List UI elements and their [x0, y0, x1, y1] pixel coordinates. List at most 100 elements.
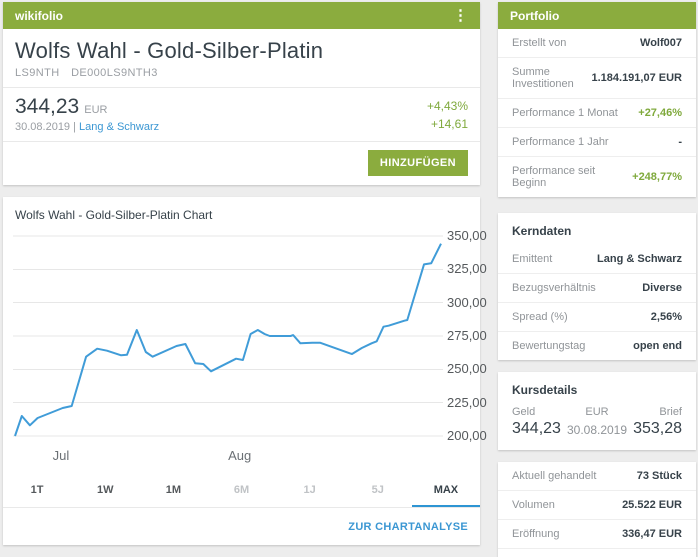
bid-value: 344,23	[512, 420, 561, 437]
range-5j[interactable]: 5J	[371, 484, 384, 496]
divider	[3, 507, 480, 508]
row-value: +27,46%	[638, 107, 682, 119]
table-row: Bezugsverhältnis Diverse	[498, 274, 696, 303]
table-row: Erstellt von Wolf007	[498, 29, 696, 58]
row-label: Performance seit Beginn	[512, 165, 596, 189]
left-column: wikifolio ⋮ Wolfs Wahl - Gold-Silber-Pla…	[3, 2, 487, 557]
divider	[3, 87, 480, 88]
y-axis-tick: 200,00	[447, 428, 487, 443]
price-line: 344,23 EUR	[15, 95, 159, 119]
row-value: Wolf007	[640, 37, 682, 49]
table-row: Bewertungstag open end	[498, 332, 696, 360]
page-title: Wolfs Wahl - Gold-Silber-Platin	[15, 38, 324, 63]
y-axis-tick: 225,00	[447, 394, 487, 410]
portfolio-header: Portfolio	[498, 2, 696, 29]
row-value: 73 Stück	[636, 470, 682, 482]
table-row: Summe Investitionen 1.184.191,07 EUR	[498, 58, 696, 99]
exchange-link[interactable]: Lang & Schwarz	[79, 121, 160, 133]
row-label: Bewertungstag	[512, 340, 586, 352]
price-left: 344,23 EUR 30.08.2019 | Lang & Schwarz	[15, 95, 159, 133]
row-label: Emittent	[512, 253, 553, 265]
table-row: Performance 1 Jahr -	[498, 128, 696, 157]
action-row: HINZUFÜGEN	[3, 142, 480, 185]
chart-card: Wolfs Wahl - Gold-Silber-Platin Chart 35…	[3, 197, 487, 545]
y-axis-tick: 250,00	[447, 361, 487, 377]
x-axis-label: Aug	[228, 448, 252, 463]
kebab-menu-icon[interactable]: ⋮	[453, 7, 468, 24]
price-date: 30.08.2019	[15, 121, 71, 133]
table-row: Vortag 329,63 EUR	[498, 549, 696, 557]
row-label: Aktuell gehandelt	[512, 470, 597, 482]
row-value: 1.184.191,07 EUR	[591, 72, 682, 84]
kerndaten-card: Kerndaten Emittent Lang & Schwarz Bezugs…	[498, 213, 696, 360]
table-row: Emittent Lang & Schwarz	[498, 245, 696, 274]
y-axis-tick: 325,00	[447, 261, 487, 277]
range-1t[interactable]: 1T	[30, 484, 44, 496]
ask-column: Brief 353,28	[633, 406, 682, 438]
x-axis-label: Jul	[52, 448, 70, 463]
row-label: Summe Investitionen	[512, 66, 574, 90]
row-value: -	[678, 136, 682, 148]
title-block: Wolfs Wahl - Gold-Silber-Platin LS9NTH D…	[3, 29, 480, 87]
add-button[interactable]: HINZUFÜGEN	[367, 150, 468, 176]
certificate-head-card: wikifolio ⋮ Wolfs Wahl - Gold-Silber-Pla…	[3, 2, 480, 185]
bid-ask-row: Geld 344,23 EUR 30.08.2019 Brief 353,28	[498, 404, 696, 450]
table-row: Eröffnung 336,47 EUR	[498, 520, 696, 549]
right-column: Portfolio Erstellt von Wolf007 Summe Inv…	[498, 2, 696, 557]
row-value: +248,77%	[632, 171, 682, 183]
row-value: Diverse	[642, 282, 682, 294]
price-block: 344,23 EUR 30.08.2019 | Lang & Schwarz +…	[3, 88, 480, 141]
kursdetails-title: Kursdetails	[512, 383, 578, 397]
current-price: 344,23	[15, 95, 80, 118]
brand-label: wikifolio	[15, 8, 63, 23]
y-axis-tick: 275,00	[447, 328, 487, 343]
ask-value: 353,28	[633, 420, 682, 437]
row-value: Lang & Schwarz	[597, 253, 682, 265]
table-row: Performance 1 Monat +27,46%	[498, 99, 696, 128]
range-1w[interactable]: 1W	[96, 484, 114, 496]
price-chart-svg	[13, 235, 443, 437]
price-changes: +4,43% +14,61	[427, 95, 468, 133]
chart-area: 350,00 325,00 300,00 275,00 250,00 225,00 200,…	[3, 228, 487, 474]
portfolio-card: Portfolio Erstellt von Wolf007 Summe Inv…	[498, 2, 696, 197]
bid-label: Geld	[512, 406, 536, 418]
mid-column: EUR 30.08.2019	[567, 406, 627, 438]
portfolio-title: Portfolio	[510, 8, 560, 23]
link-row: ZUR CHARTANALYSE	[3, 508, 480, 545]
table-row: Aktuell gehandelt 73 Stück	[498, 462, 696, 491]
bid-column: Geld 344,23	[512, 406, 561, 438]
separator: |	[73, 121, 76, 133]
isin-code: DE000LS9NTH3	[71, 67, 158, 79]
security-codes: LS9NTH DE000LS9NTH3	[15, 67, 468, 79]
range-selector: 1T 1W 1M 6M 1J 5J MAX	[3, 476, 480, 507]
change-absolute: +14,61	[430, 117, 468, 131]
row-label: Volumen	[512, 499, 555, 511]
row-value: 25.522 EUR	[622, 499, 682, 511]
kursdetails-card: Kursdetails Geld 344,23 EUR 30.08.2019 B…	[498, 372, 696, 450]
row-value: 2,56%	[650, 311, 682, 323]
y-axis-tick: 300,00	[447, 294, 487, 310]
change-percent: +4,43%	[426, 99, 468, 113]
row-label: Spread (%)	[512, 311, 568, 323]
range-1m[interactable]: 1M	[165, 484, 181, 496]
price-line-series	[14, 243, 442, 437]
range-1j[interactable]: 1J	[303, 484, 316, 496]
row-value: 336,47 EUR	[622, 528, 682, 540]
row-label: Eröffnung	[512, 528, 560, 540]
row-label: Erstellt von	[512, 37, 567, 49]
table-row: Volumen 25.522 EUR	[498, 491, 696, 520]
table-row: Spread (%) 2,56%	[498, 303, 696, 332]
range-max[interactable]: MAX	[411, 476, 480, 507]
table-row: Performance seit Beginn +248,77%	[498, 157, 696, 197]
chart-analysis-link[interactable]: ZUR CHARTANALYSE	[348, 521, 468, 533]
currency-label: EUR	[585, 406, 609, 418]
range-6m[interactable]: 6M	[233, 484, 250, 496]
row-value: open end	[633, 340, 682, 352]
trading-card: Aktuell gehandelt 73 Stück Volumen 25.52…	[498, 462, 696, 557]
card-header-bar: wikifolio ⋮	[3, 2, 480, 29]
wkn-code: LS9NTH	[15, 67, 60, 79]
kerndaten-title: Kerndaten	[512, 224, 572, 238]
ask-label: Brief	[659, 406, 682, 418]
row-label: Performance 1 Monat	[512, 107, 618, 119]
